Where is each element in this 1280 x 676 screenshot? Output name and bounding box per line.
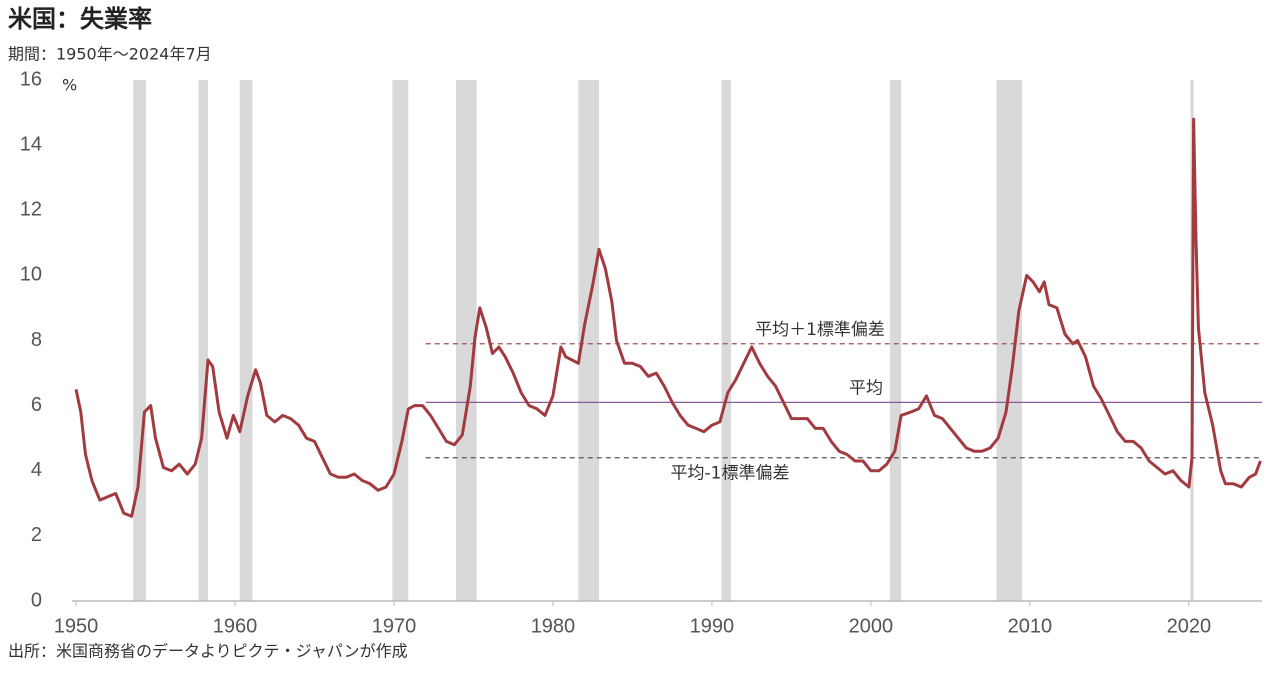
recession-band [889, 80, 902, 601]
y-tick-label: 0 [31, 589, 42, 611]
x-tick-label: 1950 [54, 615, 99, 637]
y-unit: % [62, 76, 77, 95]
y-tick-label: 16 [20, 68, 42, 90]
recession-band [996, 80, 1022, 601]
y-tick-label: 10 [20, 264, 42, 286]
x-tick-label: 1980 [531, 615, 576, 637]
x-tick-label: 2020 [1167, 615, 1212, 637]
reference-label: 平均-1標準偏差 [671, 464, 790, 484]
chart-title: 米国：失業率 [8, 5, 152, 33]
recession-band [721, 80, 732, 601]
chart-subtitle: 期間：1950年～2024年7月 [8, 45, 212, 64]
x-tick-label: 2000 [849, 615, 894, 637]
y-tick-label: 4 [31, 459, 42, 481]
x-tick-label: 1970 [372, 615, 417, 637]
x-tick-label: 1990 [690, 615, 735, 637]
reference-label: 平均 [849, 378, 883, 398]
recession-band [198, 80, 208, 601]
recession-band [239, 80, 253, 601]
recession-band [133, 80, 146, 601]
y-tick-label: 8 [31, 329, 42, 351]
unemployment-line [74, 117, 1262, 518]
y-tick-label: 6 [31, 394, 42, 416]
reference-label: 平均＋1標準偏差 [755, 320, 885, 340]
recession-band [578, 80, 600, 601]
x-tick-label: 2010 [1008, 615, 1053, 637]
y-tick-label: 14 [20, 133, 42, 155]
y-tick-label: 2 [31, 524, 42, 546]
y-tick-label: 12 [20, 199, 42, 221]
recession-band [392, 80, 409, 601]
x-tick-label: 1960 [213, 615, 258, 637]
source-note: 出所：米国商務省のデータよりピクテ・ジャパンが作成 [8, 642, 408, 661]
recession-band [455, 80, 477, 601]
